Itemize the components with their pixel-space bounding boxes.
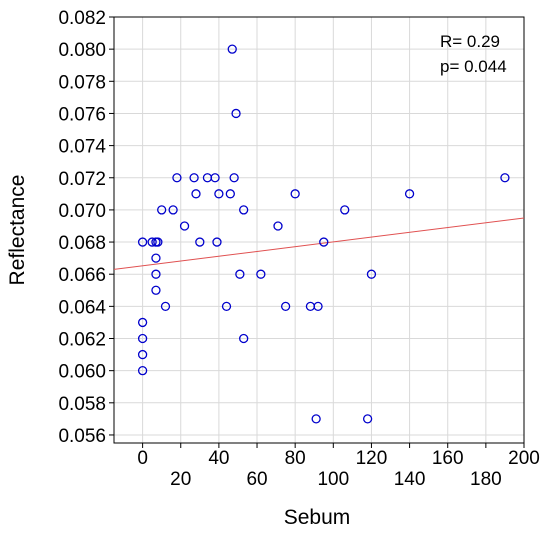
data-point — [500, 173, 510, 183]
data-point — [362, 414, 373, 424]
x-tick-label: 180 — [470, 469, 502, 490]
data-point — [137, 317, 148, 328]
data-point — [231, 108, 241, 119]
data-point — [319, 237, 329, 247]
data-point — [229, 173, 239, 183]
data-point — [366, 269, 377, 279]
data-point — [195, 237, 205, 247]
x-axis-title: Sebum — [284, 506, 351, 529]
grid-lines — [114, 17, 524, 443]
x-tick-label: 120 — [356, 448, 388, 469]
data-point — [172, 173, 182, 183]
y-tick-label: 0.072 — [58, 169, 106, 190]
data-point — [239, 333, 249, 344]
x-tick-label: 80 — [285, 448, 306, 469]
data-point — [239, 205, 249, 215]
data-point — [168, 205, 178, 215]
y-tick-label: 0.080 — [58, 40, 106, 61]
annotation-r: R= 0.29 — [440, 32, 500, 51]
data-point — [225, 189, 235, 199]
y-tick-label: 0.082 — [58, 8, 106, 29]
y-tick-label: 0.056 — [58, 426, 106, 447]
data-point — [153, 237, 163, 247]
data-points — [137, 44, 510, 424]
data-point — [290, 189, 300, 199]
data-point — [179, 221, 190, 231]
data-point — [256, 269, 266, 279]
data-point — [151, 269, 161, 279]
regression-line — [113, 217, 525, 270]
data-point — [160, 301, 171, 312]
x-tick-label: 200 — [508, 448, 540, 469]
y-tick-label: 0.078 — [58, 72, 106, 93]
data-point — [235, 269, 245, 279]
data-point — [404, 189, 415, 199]
data-point — [227, 44, 237, 54]
y-tick-label: 0.064 — [58, 297, 106, 318]
data-point — [151, 253, 161, 263]
data-point — [214, 189, 224, 199]
x-tick-label: 140 — [394, 469, 426, 490]
y-tick-label: 0.076 — [58, 104, 106, 125]
data-point — [280, 301, 291, 312]
x-tick-label: 100 — [317, 469, 349, 490]
y-tick-label: 0.070 — [58, 201, 106, 222]
tick-marks — [109, 16, 525, 448]
y-tick-label: 0.062 — [58, 330, 106, 351]
data-point — [210, 173, 220, 183]
data-point — [313, 301, 323, 312]
data-point — [137, 366, 148, 376]
data-point — [221, 301, 232, 312]
plot-frame — [113, 16, 525, 444]
data-point — [137, 333, 148, 344]
data-point — [147, 237, 157, 247]
data-point — [157, 205, 167, 215]
x-tick-label: 20 — [170, 469, 191, 490]
data-point — [273, 221, 283, 231]
data-point — [340, 205, 350, 215]
x-tick-label: 40 — [208, 448, 229, 469]
y-tick-labels: 0.082 0.080 0.078 0.076 0.074 0.072 0.070 0.068… — [58, 8, 106, 447]
y-tick-label: 0.060 — [58, 362, 106, 383]
annotation-p: p= 0.044 — [440, 57, 507, 76]
data-point — [311, 414, 321, 424]
data-point — [212, 237, 222, 247]
y-tick-label: 0.066 — [58, 265, 106, 286]
x-tick-label: 60 — [246, 469, 267, 490]
data-point — [137, 237, 148, 247]
data-point — [191, 189, 201, 199]
x-tick-label: 0 — [137, 448, 148, 469]
y-axis-title: Reflectance — [6, 175, 29, 286]
data-point — [151, 285, 161, 295]
y-tick-label: 0.058 — [58, 394, 106, 415]
y-tick-label: 0.074 — [58, 137, 106, 158]
y-tick-label: 0.068 — [58, 233, 106, 254]
x-tick-labels: 0 40 80 120 160 200 20 60 100 140 180 — [137, 448, 540, 490]
x-tick-label: 160 — [432, 448, 464, 469]
data-point — [189, 173, 199, 183]
data-point — [137, 349, 148, 360]
